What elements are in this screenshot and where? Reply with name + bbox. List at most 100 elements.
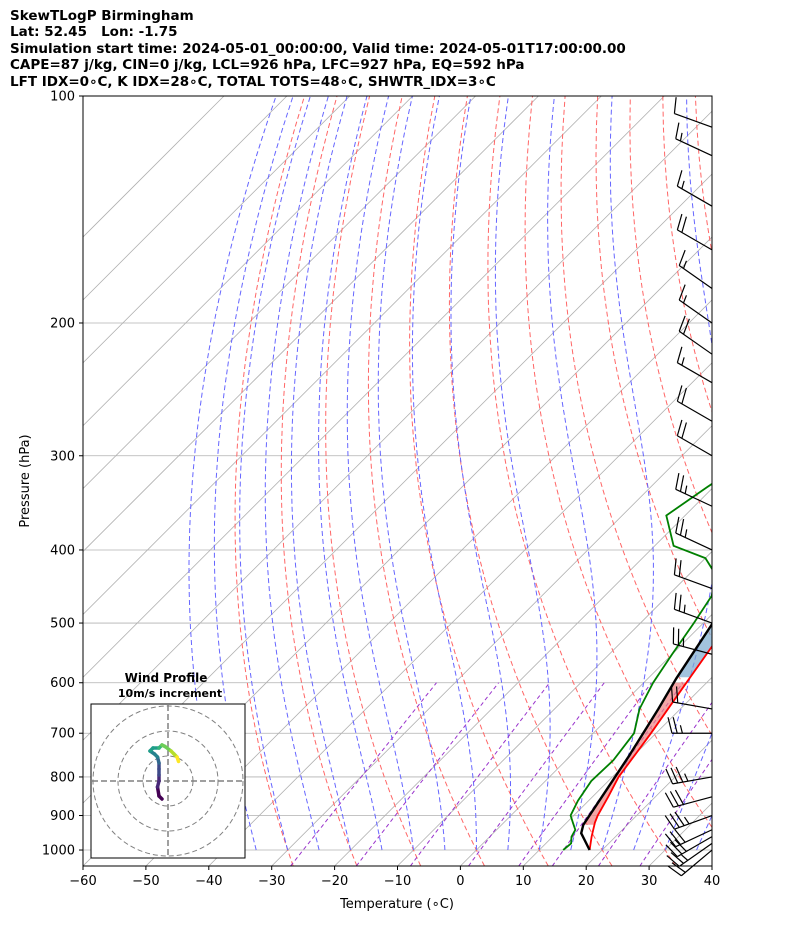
moist-adiabat-line xyxy=(213,96,294,851)
moist-adiabat-line xyxy=(346,96,414,851)
wind-barb xyxy=(666,842,713,867)
isotherm-line xyxy=(83,96,539,553)
moist-adiabat-line xyxy=(494,96,551,851)
x-tick-label: 30 xyxy=(641,874,658,889)
instability-indices: CAPE=87 j/kg, CIN=0 j/kg, LCL=926 hPa, L… xyxy=(10,57,525,74)
x-tick-label: 20 xyxy=(578,874,595,889)
y-tick-label: 1000 xyxy=(42,844,75,859)
y-tick-label: 400 xyxy=(50,543,75,558)
moist-adiabat-line xyxy=(411,96,477,850)
chart-header: SkewTLogP Birmingham Lat: 52.45 Lon: -1.7… xyxy=(10,8,626,90)
dry-adiabats xyxy=(234,96,712,866)
y-tick-label: 200 xyxy=(50,316,75,331)
isotherm-line xyxy=(83,96,665,678)
chart-title: SkewTLogP Birmingham xyxy=(10,8,194,24)
y-tick-label: 100 xyxy=(50,90,75,105)
dry-adiabat-line xyxy=(595,96,712,640)
dry-adiabat-line xyxy=(560,96,712,737)
wind-barb xyxy=(678,249,713,289)
wind-barb xyxy=(676,419,713,457)
dry-adiabat-line xyxy=(524,96,712,829)
mixing-ratio-line xyxy=(355,682,499,866)
moist-adiabat-line xyxy=(601,96,654,851)
isotherm-line xyxy=(83,96,413,427)
wind-barb xyxy=(665,766,713,785)
x-axis-ticks: −60 −50 −40 −30 −20 −10 0 10 20 30 40 xyxy=(69,866,720,889)
wind-barb xyxy=(676,213,713,251)
moist-adiabat-line xyxy=(318,96,383,851)
isotherm-line xyxy=(83,96,476,490)
x-tick-label: 40 xyxy=(704,874,721,889)
y-tick-label: 700 xyxy=(50,727,75,742)
wind-barb xyxy=(675,122,713,157)
dry-adiabat-line xyxy=(367,96,485,866)
wind-barb xyxy=(673,97,713,128)
x-tick-label: −50 xyxy=(132,874,159,889)
wind-barb xyxy=(672,627,713,655)
wind-barb xyxy=(673,558,713,590)
wind-barb xyxy=(665,836,713,858)
y-tick-label: 600 xyxy=(50,676,75,691)
mixing-ratio-line xyxy=(290,682,437,866)
dry-adiabat-line xyxy=(662,96,712,414)
stability-indices: LFT IDX=0∘C, K IDX=28∘C, TOTAL TOTS=48∘C… xyxy=(10,73,496,90)
wind-barb xyxy=(675,516,713,551)
x-tick-label: −20 xyxy=(321,874,348,889)
y-tick-label: 900 xyxy=(50,809,75,824)
wind-barb xyxy=(676,346,713,384)
wind-barb xyxy=(664,829,713,848)
isotherm-line xyxy=(397,550,712,866)
moist-adiabat-line xyxy=(633,96,712,851)
moist-adiabat-line xyxy=(264,96,329,851)
moist-adiabat-line xyxy=(450,96,511,851)
x-tick-label: −60 xyxy=(69,874,96,889)
isotherm-line xyxy=(83,96,351,364)
moist-adiabat-line xyxy=(377,96,446,851)
time-label: Simulation start time: 2024-05-01_00:00:… xyxy=(10,40,626,57)
x-tick-label: 10 xyxy=(515,874,532,889)
dry-adiabat-line xyxy=(234,96,305,866)
isotherm-line xyxy=(460,613,712,866)
isotherm-lines xyxy=(83,96,712,866)
mixing-ratio-line xyxy=(409,682,550,866)
hodograph-subtitle: 10m/s increment xyxy=(118,687,222,700)
y-axis-ticks: 1000 900 800 700 600 500 400 300 200 100 xyxy=(42,90,83,859)
isotherm-line xyxy=(334,488,712,866)
wind-barb xyxy=(664,789,713,808)
mixing-ratio-line xyxy=(639,758,712,866)
wind-barb xyxy=(667,717,712,734)
moist-adiabat-line xyxy=(664,731,712,851)
mixing-ratio-line xyxy=(468,682,605,866)
isotherm-line xyxy=(271,425,712,866)
moist-adiabat-line xyxy=(239,96,311,851)
mixing-ratio-line xyxy=(597,701,712,866)
moist-adiabat-line xyxy=(547,96,598,851)
profile-lines xyxy=(562,482,712,851)
hodograph-title: Wind Profile xyxy=(125,671,208,685)
temperature-line xyxy=(588,644,712,851)
location-label: Lat: 52.45 Lon: -1.75 xyxy=(10,24,178,41)
wind-barb xyxy=(676,170,713,207)
dry-adiabat-line xyxy=(325,96,422,866)
isotherm-line xyxy=(83,110,712,741)
wind-barb xyxy=(676,385,713,422)
x-tick-label: −30 xyxy=(258,874,285,889)
y-tick-label: 500 xyxy=(50,617,75,632)
x-tick-label: −40 xyxy=(195,874,222,889)
y-axis-label: Pressure (hPa) xyxy=(18,434,33,527)
parcel-profile-line xyxy=(579,621,712,851)
dry-adiabat-line xyxy=(448,96,613,866)
dewpoint-line xyxy=(562,482,712,851)
y-tick-label: 300 xyxy=(50,449,75,464)
isotherm-line xyxy=(145,299,712,866)
mixing-ratio-line xyxy=(518,682,652,866)
isotherm-line xyxy=(83,96,225,238)
wind-barb xyxy=(673,592,713,624)
wind-barb xyxy=(670,685,713,710)
dry-adiabat-line xyxy=(487,96,677,866)
x-tick-label: −10 xyxy=(384,874,411,889)
y-tick-label: 800 xyxy=(50,770,75,785)
isotherm-line xyxy=(523,676,712,866)
isotherm-line xyxy=(208,362,712,866)
